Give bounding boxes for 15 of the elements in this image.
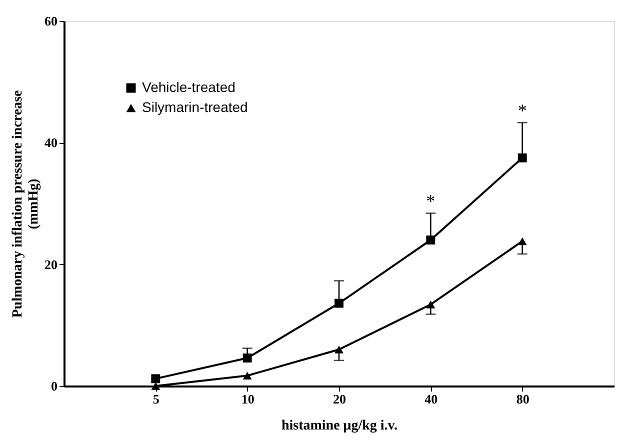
x-tick-label: 20 <box>333 392 346 406</box>
x-tick-label: 40 <box>424 392 438 406</box>
legend-label: Vehicle-treated <box>142 79 236 95</box>
x-tick-label: 5 <box>152 392 160 406</box>
y-tick-label: 20 <box>44 256 58 272</box>
x-tick-label: 80 <box>516 392 530 406</box>
x-axis-title: histamine μg/kg i.v. <box>281 418 398 434</box>
legend-label: Silymarin-treated <box>142 99 248 115</box>
y-tick-label: 40 <box>44 135 58 150</box>
y-tick-label: 0 <box>51 378 58 394</box>
y-tick-label: 60 <box>44 14 58 28</box>
y-axis-title: Pulmonary inflation pressure increase (mmHg) <box>10 90 42 318</box>
annotation: * <box>518 100 527 121</box>
annotation: * <box>426 191 436 212</box>
x-tick-label: 10 <box>241 392 254 406</box>
